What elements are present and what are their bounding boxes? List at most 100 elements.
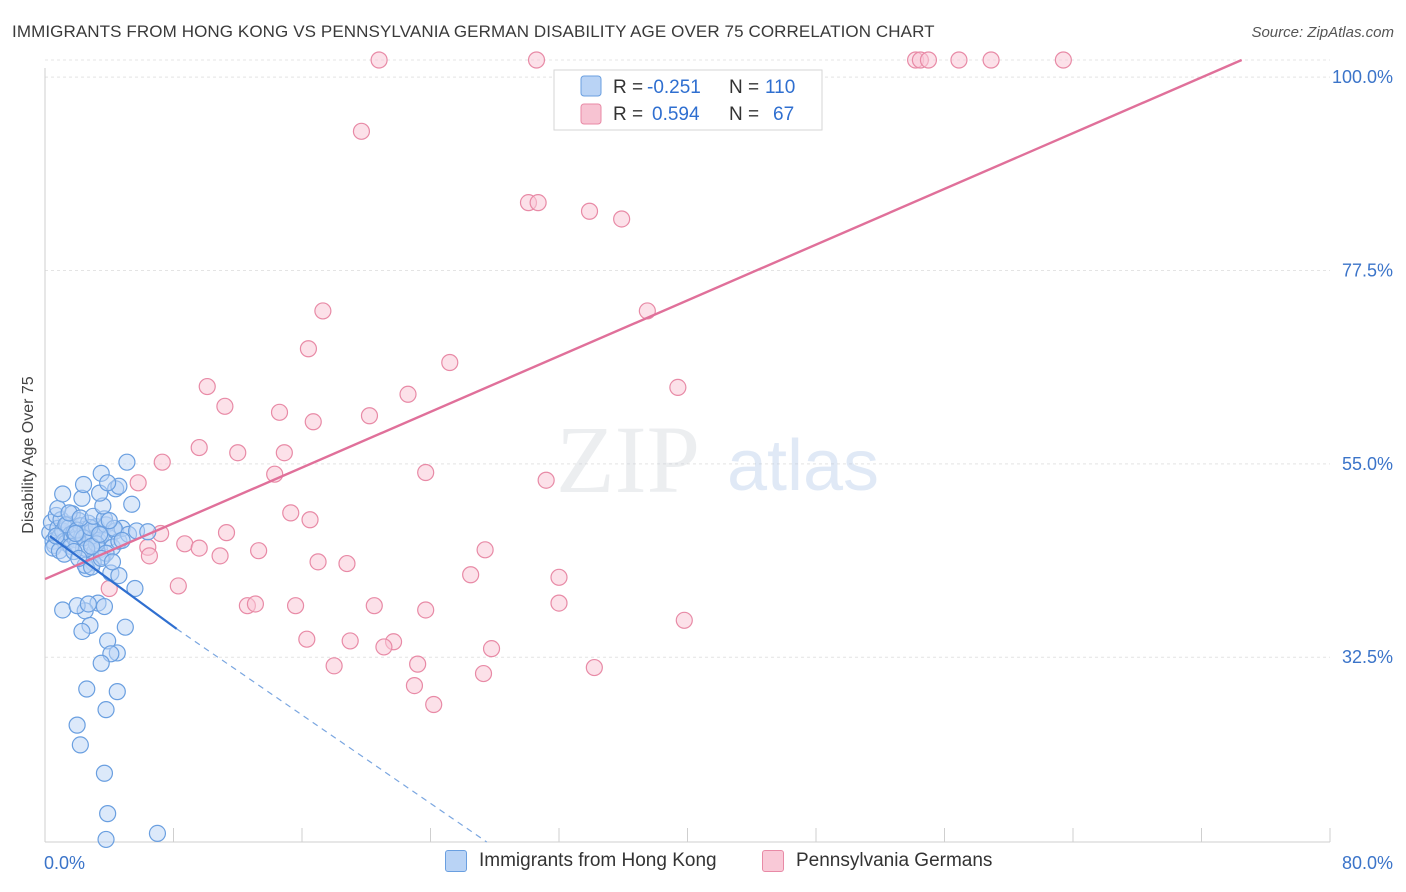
trend-lines — [44, 58, 1243, 843]
legend-item-hong-kong[interactable]: Immigrants from Hong Kong — [445, 850, 717, 872]
data-point-hong-kong — [118, 453, 136, 471]
data-point-pennsylvania-germans — [1054, 51, 1072, 69]
data-point-hong-kong — [47, 527, 65, 545]
data-point-pennsylvania-germans — [529, 194, 547, 212]
data-point-pennsylvania-germans — [482, 640, 501, 658]
data-point-pennsylvania-germans — [585, 658, 603, 677]
legend-r-label: R = — [613, 77, 643, 98]
y-tick-labels: 32.5% 55.0% 77.5% 100.0% — [1332, 67, 1393, 667]
data-point-pennsylvania-germans — [176, 535, 194, 553]
data-point-hong-kong — [126, 579, 144, 598]
data-point-hong-kong — [54, 601, 72, 619]
legend-swatch-pink — [580, 103, 602, 125]
data-point-pennsylvania-germans — [417, 601, 435, 619]
data-point-hong-kong — [78, 680, 96, 698]
x-tick-label: 80.0% — [1342, 853, 1393, 873]
data-point-pennsylvania-germans — [675, 611, 693, 629]
data-point-pennsylvania-germans — [370, 51, 388, 69]
data-point-pennsylvania-germans — [474, 664, 493, 683]
data-point-pennsylvania-germans — [613, 210, 631, 228]
legend-n-value: 110 — [765, 77, 795, 98]
watermark-zip: ZIP — [556, 406, 700, 513]
data-point-pennsylvania-germans — [365, 597, 383, 615]
data-point-hong-kong — [116, 618, 134, 636]
data-point-pennsylvania-germans — [476, 541, 494, 559]
data-point-hong-kong — [73, 622, 91, 641]
x-tick-label: 0.0% — [44, 853, 85, 873]
data-point-pennsylvania-germans — [304, 413, 322, 431]
data-point-hong-kong — [92, 654, 110, 672]
y-tick-label: 32.5% — [1342, 647, 1393, 667]
source-credit: Source: ZipAtlas.com — [1251, 24, 1394, 41]
data-point-pennsylvania-germans — [198, 377, 216, 396]
data-point-pennsylvania-germans — [246, 595, 265, 613]
data-point-pennsylvania-germans — [299, 340, 318, 358]
trend-line-hong-kong-extension — [176, 628, 488, 843]
data-point-hong-kong — [71, 736, 89, 754]
data-point-pennsylvania-germans — [462, 566, 480, 584]
data-point-pennsylvania-germans — [950, 51, 968, 69]
legend-n-label: N = — [729, 104, 759, 125]
data-point-pennsylvania-germans — [405, 676, 424, 695]
data-point-pennsylvania-germans — [229, 444, 247, 462]
data-point-hong-kong — [103, 553, 122, 571]
data-point-hong-kong — [148, 824, 167, 843]
legend-r-value: 0.594 — [652, 104, 700, 125]
y-tick-label: 100.0% — [1332, 67, 1393, 87]
data-point-hong-kong — [95, 764, 114, 782]
data-point-pennsylvania-germans — [314, 302, 332, 320]
data-point-hong-kong — [97, 701, 115, 719]
data-point-pennsylvania-germans — [153, 453, 171, 471]
data-point-pennsylvania-germans — [550, 568, 568, 586]
axes — [44, 68, 1331, 843]
data-point-pennsylvania-germans — [338, 554, 356, 573]
data-point-pennsylvania-germans — [425, 695, 443, 714]
chart-title: IMMIGRANTS FROM HONG KONG VS PENNSYLVANI… — [12, 22, 935, 41]
data-point-hong-kong — [97, 830, 115, 849]
data-point-pennsylvania-germans — [580, 202, 599, 220]
data-point-hong-kong — [82, 537, 101, 555]
data-point-hong-kong — [66, 524, 85, 543]
data-point-pennsylvania-germans — [250, 542, 268, 560]
bottom-legend: Immigrants from Hong Kong Pennsylvania G… — [0, 850, 1406, 880]
data-point-pennsylvania-germans — [441, 353, 459, 372]
watermark: ZIP atlas — [556, 406, 879, 513]
gridlines — [45, 59, 1330, 658]
data-point-pennsylvania-germans — [399, 385, 417, 403]
data-point-pennsylvania-germans — [919, 51, 938, 69]
data-point-pennsylvania-germans — [301, 511, 319, 529]
series-hong-kong — [41, 453, 167, 849]
data-point-hong-kong — [108, 683, 126, 701]
legend-r-label: R = — [613, 104, 643, 125]
data-point-hong-kong — [91, 525, 109, 543]
correlation-legend: R = -0.251 N = 110 R = 0.594 N = 67 — [553, 69, 823, 131]
watermark-atlas: atlas — [727, 426, 879, 506]
data-point-pennsylvania-germans — [190, 539, 208, 557]
data-point-hong-kong — [123, 495, 141, 513]
data-point-hong-kong — [54, 485, 72, 503]
legend-swatch-pennsylvania-germans — [762, 850, 784, 872]
data-point-pennsylvania-germans — [270, 403, 289, 421]
data-point-pennsylvania-germans — [217, 524, 236, 542]
data-point-pennsylvania-germans — [309, 553, 327, 571]
data-point-pennsylvania-germans — [537, 471, 555, 489]
x-tick-labels: 0.0% 80.0% — [44, 853, 1393, 873]
trend-line-pennsylvania-germans — [44, 58, 1243, 581]
y-axis-label: Disability Age Over 75 — [20, 376, 37, 534]
data-point-pennsylvania-germans — [140, 547, 159, 565]
trend-line-hong-kong — [49, 535, 178, 630]
data-point-pennsylvania-germans — [325, 657, 343, 675]
series-pennsylvania-germans — [100, 51, 1072, 714]
legend-item-pennsylvania-germans[interactable]: Pennsylvania Germans — [762, 850, 992, 872]
data-point-hong-kong — [68, 716, 86, 734]
data-point-pennsylvania-germans — [375, 638, 393, 656]
data-point-pennsylvania-germans — [417, 463, 435, 482]
data-point-pennsylvania-germans — [169, 577, 187, 595]
data-point-pennsylvania-germans — [527, 51, 546, 69]
data-point-pennsylvania-germans — [352, 122, 371, 140]
data-point-pennsylvania-germans — [341, 632, 359, 650]
legend-swatch-hong-kong — [445, 850, 467, 872]
legend-label-pennsylvania-germans: Pennsylvania Germans — [796, 850, 993, 871]
data-point-pennsylvania-germans — [982, 51, 1000, 69]
data-point-pennsylvania-germans — [282, 504, 300, 522]
